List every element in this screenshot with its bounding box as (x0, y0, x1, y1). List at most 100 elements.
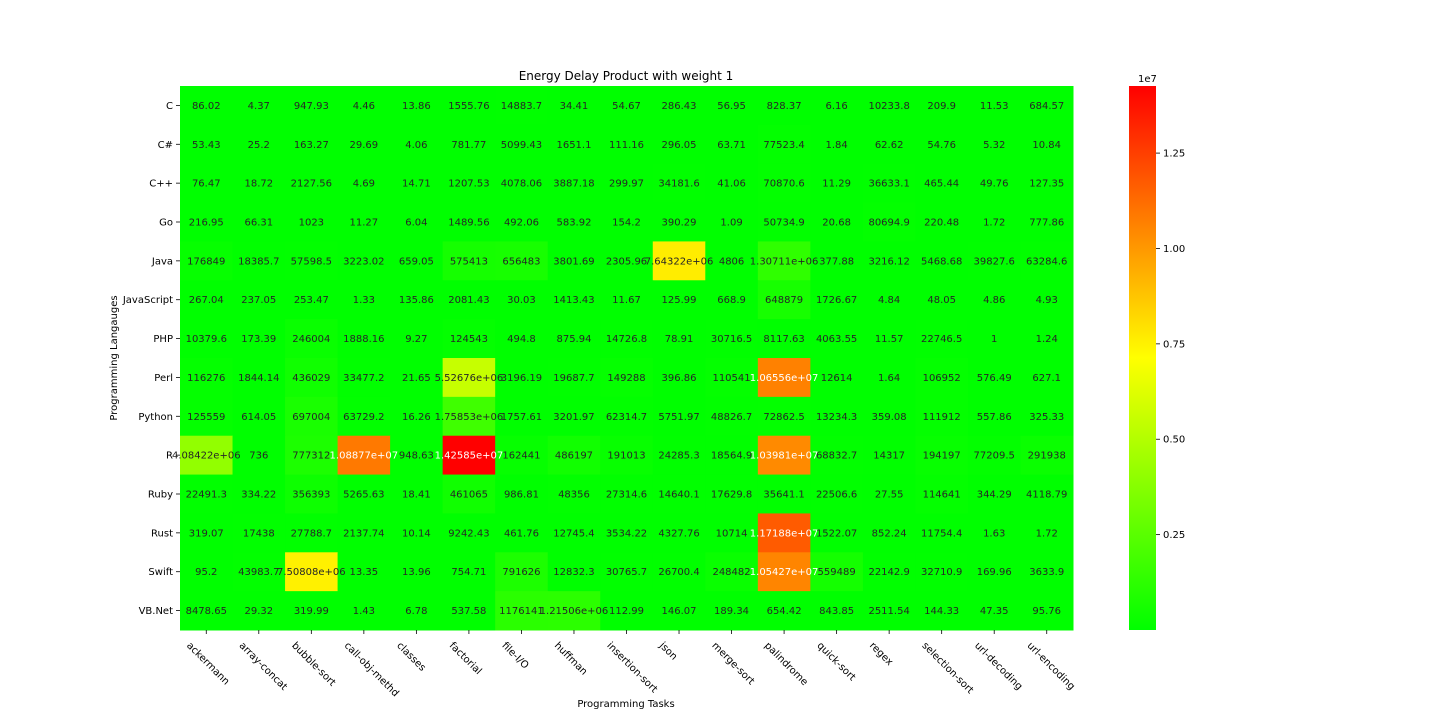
heatmap-cell (180, 241, 234, 281)
heatmap-cell (390, 86, 444, 126)
y-axis-title: Programming Langauges (109, 295, 120, 420)
cell-value-label: 2127.56 (291, 179, 332, 190)
heatmap-cell (600, 435, 654, 476)
cell-value-label: 10379.6 (186, 334, 227, 345)
heatmap-cell (495, 163, 549, 204)
heatmap-cell (442, 319, 496, 359)
heatmap-cell (1020, 435, 1074, 476)
cell-value-label: 576.49 (977, 373, 1012, 384)
heatmap-cell (232, 591, 286, 631)
heatmap-cell (285, 591, 339, 631)
heatmap-cell (495, 474, 549, 514)
heatmap-cell (285, 474, 339, 514)
cell-value-label: 575413 (450, 256, 488, 267)
cell-value-label: 112.99 (609, 606, 644, 617)
heatmap-cell (1020, 358, 1074, 398)
cell-value-label: 1522.07 (816, 528, 857, 539)
colorbar (1129, 86, 1156, 630)
cell-value-label: 986.81 (504, 490, 539, 501)
heatmap-cell (915, 86, 969, 126)
heatmap-cell (180, 202, 234, 242)
cell-value-label: 583.92 (556, 218, 591, 229)
heatmap-cell (757, 241, 811, 281)
cell-value-label: 95.2 (195, 567, 217, 578)
heatmap-cell (1020, 280, 1074, 320)
cell-value-label: 1.75853e+06 (435, 412, 504, 423)
heatmap-cell (810, 552, 864, 592)
heatmap-cell (810, 163, 864, 204)
cell-value-label: 191013 (607, 451, 645, 462)
cell-value-label: 6.04 (405, 218, 427, 229)
cell-value-label: 56.95 (717, 101, 746, 112)
cell-value-label: 29.69 (350, 140, 379, 151)
cell-value-label: 10714 (716, 528, 748, 539)
heatmap-cell (180, 552, 234, 592)
heatmap-cell (390, 124, 444, 165)
cell-value-label: 125559 (187, 412, 225, 423)
heatmap-cell (705, 513, 759, 553)
cell-value-label: 22142.9 (868, 567, 909, 578)
heatmap-cell (652, 474, 706, 514)
cell-value-label: 176849 (187, 256, 225, 267)
cell-value-label: 1.42585e+07 (435, 451, 504, 462)
cell-value-label: 1844.14 (238, 373, 279, 384)
cell-value-label: 111.16 (609, 140, 644, 151)
x-tick-label: insertion-sort (604, 640, 659, 695)
cell-value-label: 377.88 (819, 256, 854, 267)
y-tick-label: Java (151, 256, 173, 267)
heatmap-cell (337, 280, 391, 320)
cell-value-label: 80694.9 (868, 218, 909, 229)
cell-value-label: 21.65 (402, 373, 431, 384)
cell-value-label: 4.86 (983, 295, 1005, 306)
cell-value-label: 1 (991, 334, 997, 345)
heatmap-cell (442, 163, 496, 204)
cell-value-label: 3201.97 (553, 412, 594, 423)
heatmap-cell (180, 358, 234, 398)
heatmap-cell (1020, 241, 1074, 281)
x-tick-label: ackermann (184, 640, 231, 687)
heatmap-cell (967, 513, 1021, 553)
cell-value-label: 253.47 (294, 295, 329, 306)
cell-value-label: 63284.6 (1026, 256, 1067, 267)
cell-value-label: 3534.22 (606, 528, 647, 539)
heatmap-cell (495, 280, 549, 320)
cell-value-label: 57598.5 (291, 256, 332, 267)
cell-value-label: 116276 (187, 373, 225, 384)
cell-value-label: 537.58 (451, 606, 486, 617)
heatmap-cell (442, 474, 496, 514)
cell-value-label: 11.27 (350, 218, 379, 229)
heatmap-cell (232, 319, 286, 359)
cell-value-label: 1757.61 (501, 412, 542, 423)
heatmap-cell (600, 552, 654, 592)
heatmap-cell (967, 591, 1021, 631)
heatmap-cell (967, 86, 1021, 126)
y-tick-label: PHP (153, 334, 173, 345)
cell-value-label: 461065 (450, 490, 488, 501)
heatmap-cell (337, 591, 391, 631)
heatmap-cell (390, 513, 444, 553)
cell-value-label: 494.8 (507, 334, 536, 345)
heatmap-cell (757, 358, 811, 398)
cell-value-label: 5.52676e+06 (435, 373, 504, 384)
heatmap-cell (862, 163, 916, 204)
heatmap-cell (652, 319, 706, 359)
cell-value-label: 947.93 (294, 101, 329, 112)
heatmap-cell (285, 396, 339, 437)
cell-value-label: 144.33 (924, 606, 959, 617)
cell-value-label: 291938 (1028, 451, 1066, 462)
heatmap-cell (547, 396, 601, 437)
cell-value-label: 17438 (243, 528, 275, 539)
heatmap-cell (495, 591, 549, 631)
heatmap-cell (862, 202, 916, 242)
cell-value-label: 8478.65 (186, 606, 227, 617)
cell-value-label: 4.84 (878, 295, 900, 306)
cell-value-label: 319.07 (189, 528, 224, 539)
heatmap-cell (495, 552, 549, 592)
cell-value-label: 296.05 (662, 140, 697, 151)
heatmap-cell (810, 241, 864, 281)
cell-value-label: 461.76 (504, 528, 539, 539)
cell-value-label: 2137.74 (343, 528, 384, 539)
heatmap-cell (232, 396, 286, 437)
heatmap-cell (495, 396, 549, 437)
cell-value-label: 1.24 (1036, 334, 1058, 345)
